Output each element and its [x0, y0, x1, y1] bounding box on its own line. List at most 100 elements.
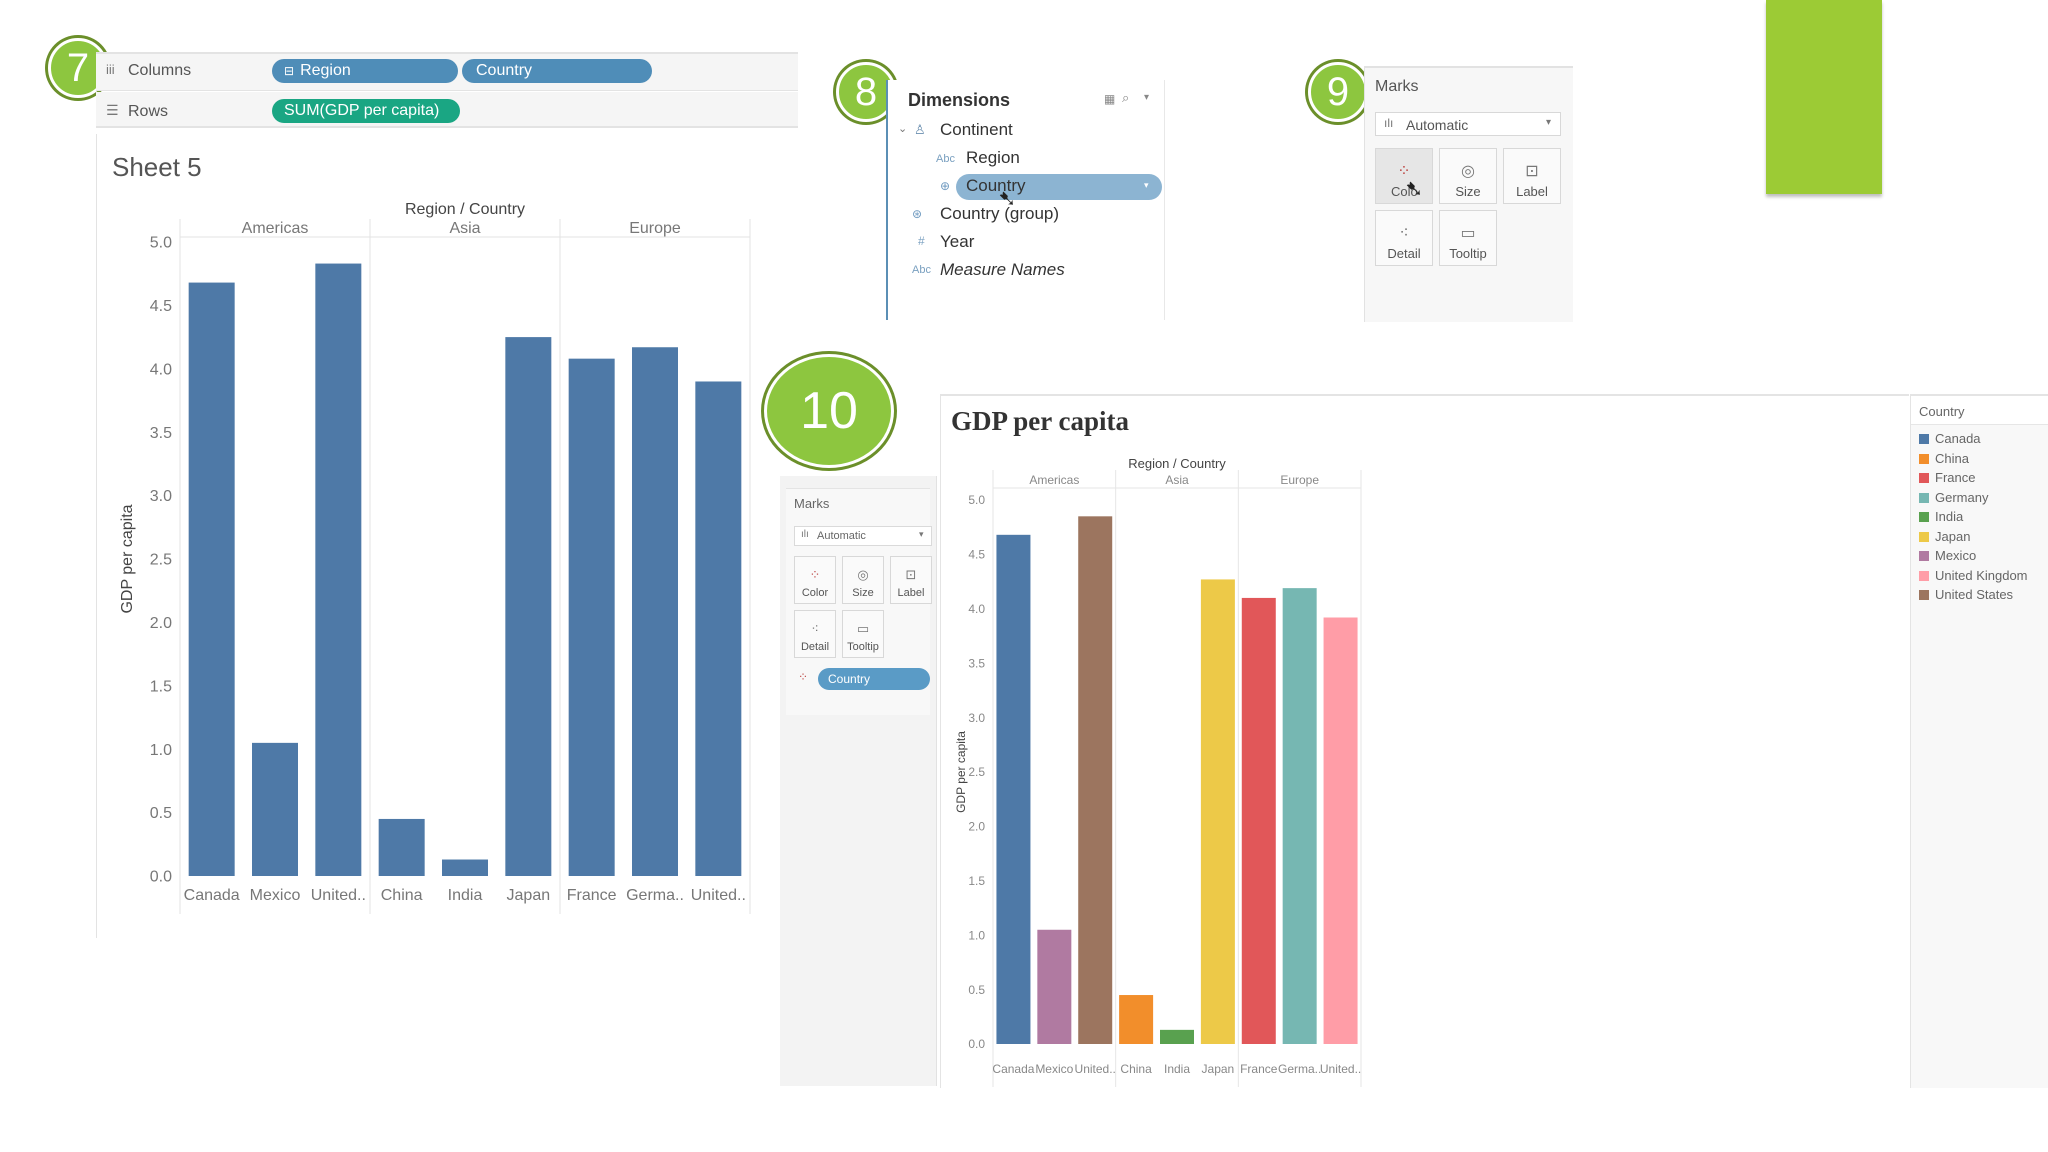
legend-swatch[interactable]: [1919, 512, 1929, 522]
category-label-8: Germa..: [626, 887, 684, 904]
region-column-pill[interactable]: ⊟ Region: [272, 59, 458, 83]
bar-8: [1282, 588, 1317, 1044]
size-icon-small: ◎: [857, 567, 869, 582]
legend-item-label[interactable]: United Kingdom: [1935, 567, 2028, 583]
dropdown-arrow-icon: ▾: [1546, 117, 1552, 128]
group-label-americas: Americas: [1029, 473, 1079, 487]
category-label-7: France: [1240, 1062, 1278, 1076]
color-mark-button-small[interactable]: ⁘ Color: [794, 556, 836, 604]
sheet-area: [96, 134, 799, 938]
label-mark-button-small[interactable]: ⊡ Label: [890, 556, 932, 604]
columns-icon: iii: [106, 62, 115, 77]
legend-swatch[interactable]: [1919, 434, 1929, 444]
detail-label-small: Detail: [800, 641, 830, 653]
legend-swatch[interactable]: [1919, 590, 1929, 600]
legend-swatch[interactable]: [1919, 531, 1929, 542]
decorative-green-block: [1766, 0, 1882, 194]
y-tick-label: 2.0: [968, 820, 985, 834]
legend-item-label[interactable]: France: [1935, 470, 1976, 485]
mouse-cursor-icon: ➷: [998, 186, 1017, 211]
y-tick-label: 1.5: [968, 874, 985, 888]
legend-item-label[interactable]: Japan: [1935, 528, 1971, 544]
tooltip-mark-button[interactable]: ▭ Tooltip: [1439, 210, 1497, 266]
bar-3: [315, 263, 362, 876]
country-column-pill[interactable]: Country: [462, 59, 652, 83]
legend-item-label[interactable]: Germany: [1935, 489, 1989, 505]
tooltip-mark-button-small[interactable]: ▭ Tooltip: [842, 610, 884, 658]
y-tick-label: 0.5: [150, 805, 172, 822]
size-label-small: Size: [852, 587, 874, 599]
chart-10-title: GDP per capita: [951, 406, 1129, 436]
y-tick-label: 3.5: [150, 425, 172, 442]
chart-10: Region / Country Americas Asia Europe 0.0 0.5…: [954, 456, 1362, 1087]
color-mark-button[interactable]: ⁘ Color: [1375, 148, 1433, 204]
country-color-pill[interactable]: Country: [818, 668, 930, 690]
color-label: Color: [1391, 184, 1417, 199]
gdp-pill-label: SUM(GDP per capita): [284, 102, 440, 119]
dimension-measure-names[interactable]: Measure Names: [940, 260, 1065, 279]
rows-icon: ☰: [106, 102, 119, 118]
mark-type-dropdown[interactable]: ılı Automatic ▾: [1375, 112, 1561, 136]
dimension-country[interactable]: Country: [966, 176, 1026, 195]
legend-swatch[interactable]: [1919, 570, 1929, 581]
y-tick-label: 4.0: [150, 361, 172, 378]
globe-icon: ⊕: [940, 179, 951, 193]
category-label-6: Japan: [1202, 1062, 1235, 1076]
legend-item-label[interactable]: India: [1935, 509, 1964, 524]
y-tick-label: 3.0: [150, 488, 172, 505]
expand-chevron-icon[interactable]: ⌄: [898, 123, 908, 135]
category-label-7: France: [567, 887, 617, 904]
legend-swatch[interactable]: [1919, 473, 1929, 483]
bar-7: [1241, 597, 1276, 1044]
detail-mark-button-small[interactable]: ⁖ Detail: [794, 610, 836, 658]
y-tick-label: 4.0: [968, 602, 985, 616]
size-mark-button-small[interactable]: ◎ Size: [842, 556, 884, 604]
step-8-label: 8: [854, 69, 878, 114]
legend-item-label[interactable]: Mexico: [1935, 548, 1977, 563]
color-label-small: Color: [801, 587, 829, 599]
legend-item-label[interactable]: China: [1935, 450, 1969, 466]
bar-6: [1200, 579, 1235, 1044]
hierarchy-minus-icon: ⊟: [284, 64, 295, 78]
pill-dropdown-icon[interactable]: ▾: [1144, 180, 1149, 190]
dimension-country-group[interactable]: Country (group): [940, 204, 1060, 223]
legend-item-label[interactable]: United States: [1935, 587, 2014, 602]
mouse-cursor-icon: ➷: [1405, 176, 1424, 201]
search-icon[interactable]: ⌕: [1122, 90, 1130, 105]
y-tick-label: 0.0: [968, 1037, 985, 1051]
legend-swatch[interactable]: [1919, 551, 1929, 561]
legend-header: [1911, 396, 2048, 425]
dimension-country-selected[interactable]: [956, 174, 1162, 200]
panel-10-marks-card: Marks ılı Automatic ▾ ⁘ Color ◎ Size ⊡ Labe…: [780, 476, 937, 1086]
group-label-europe: Europe: [1280, 473, 1319, 487]
bar-chart-icon: ılı: [1384, 116, 1394, 130]
y-tick-label: 2.0: [150, 615, 172, 632]
dimension-continent[interactable]: Continent: [940, 120, 1013, 139]
tooltip-label: Tooltip: [1449, 246, 1487, 261]
bar-8: [632, 347, 678, 876]
mark-type-dropdown-small[interactable]: ılı Automatic ▾: [794, 526, 932, 546]
size-mark-button[interactable]: ◎ Size: [1439, 148, 1497, 204]
y-tick-label: 0.5: [968, 983, 985, 997]
dropdown-arrow-icon[interactable]: ▾: [1144, 92, 1150, 103]
mark-type-value: Automatic: [1406, 117, 1469, 133]
label-mark-button[interactable]: ⊡ Label: [1503, 148, 1561, 204]
gdp-row-pill[interactable]: SUM(GDP per capita): [272, 99, 460, 123]
detail-mark-button[interactable]: ⁖ Detail: [1375, 210, 1433, 266]
hierarchy-icon: ♙: [914, 122, 926, 137]
category-label-8: Germa..: [1278, 1062, 1321, 1076]
legend-item-label[interactable]: Canada: [1935, 431, 1981, 446]
sheet-title: Sheet 5: [112, 152, 202, 182]
detail-label: Detail: [1387, 246, 1421, 261]
dimension-region[interactable]: Region: [966, 148, 1020, 167]
y-tick-label: 1.0: [150, 742, 172, 759]
color-icon: ⁘: [1397, 163, 1411, 180]
view-toggle-icon[interactable]: ▦: [1104, 92, 1116, 106]
dimension-year[interactable]: Year: [940, 232, 975, 251]
category-label-3: United..: [1075, 1062, 1116, 1076]
category-label-9: United..: [691, 887, 746, 904]
y-tick-label: 1.0: [968, 928, 985, 942]
legend-swatch[interactable]: [1919, 492, 1929, 503]
legend-swatch[interactable]: [1919, 453, 1929, 464]
bar-6: [505, 337, 552, 877]
